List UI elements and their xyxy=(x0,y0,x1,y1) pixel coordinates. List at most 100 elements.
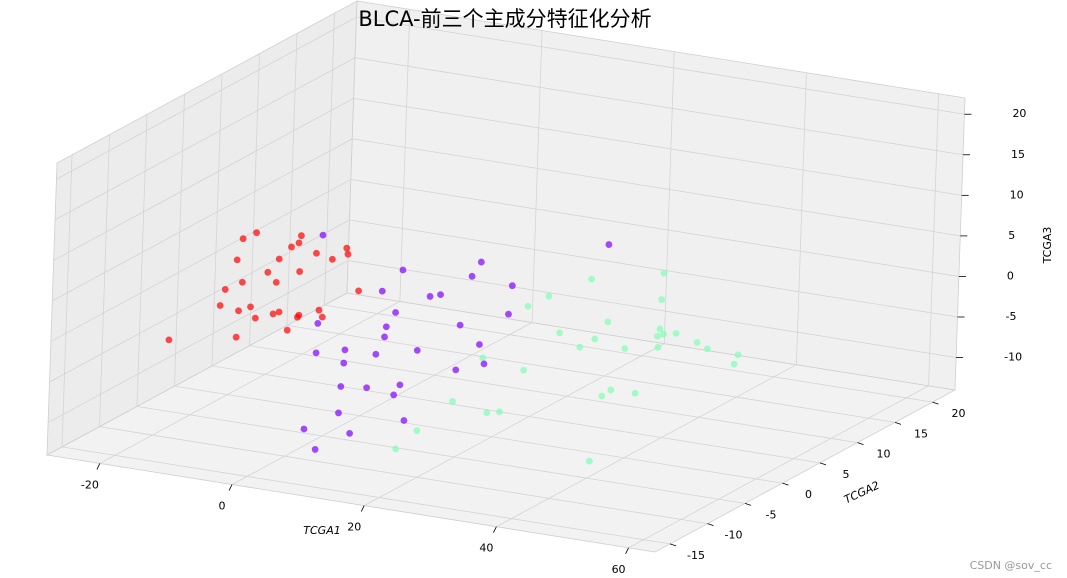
point xyxy=(269,310,277,318)
x-axis-label: TCGA1 xyxy=(303,524,340,537)
point xyxy=(311,446,319,453)
grid-line xyxy=(47,260,349,423)
point xyxy=(576,343,584,351)
point xyxy=(505,310,512,318)
point xyxy=(283,326,291,334)
point xyxy=(372,350,380,358)
point xyxy=(300,425,308,433)
y-tick-label: 10 xyxy=(877,448,891,461)
grid-line xyxy=(211,365,821,464)
point xyxy=(239,235,247,243)
point xyxy=(346,429,354,437)
grid-line xyxy=(174,385,783,484)
grid-line xyxy=(136,114,148,407)
grid-line xyxy=(399,9,411,302)
point xyxy=(605,241,613,248)
x-tick-label: 20 xyxy=(347,521,361,534)
grid-line xyxy=(54,57,356,221)
grid-line xyxy=(61,154,73,447)
point xyxy=(312,349,320,357)
point xyxy=(235,307,242,315)
chart-title: BLCA-前三个主成分特征化分析 xyxy=(358,7,651,31)
point xyxy=(730,360,738,368)
point xyxy=(363,384,371,392)
point xyxy=(165,336,173,344)
point xyxy=(693,339,701,346)
point xyxy=(319,231,327,239)
point xyxy=(426,293,434,300)
point xyxy=(341,346,349,354)
point xyxy=(221,286,229,293)
z-tick-label: 15 xyxy=(1011,148,1025,161)
point xyxy=(621,345,629,352)
point xyxy=(344,250,352,258)
point xyxy=(660,330,667,338)
grid-line xyxy=(349,219,958,318)
grid-line xyxy=(364,343,665,506)
point xyxy=(272,278,280,286)
grid-line xyxy=(286,325,896,423)
y-tick-label: -5 xyxy=(766,508,777,521)
grid-line xyxy=(350,179,959,277)
z-tick-label: 0 xyxy=(1007,269,1014,282)
grid-line xyxy=(324,304,933,403)
point xyxy=(253,229,261,237)
x-tick xyxy=(625,547,629,554)
point xyxy=(399,266,407,274)
point xyxy=(656,325,664,333)
point xyxy=(660,269,668,277)
grid-line xyxy=(211,73,223,366)
point xyxy=(703,345,711,353)
point xyxy=(232,333,240,341)
point xyxy=(315,306,323,314)
grid-line xyxy=(249,53,260,346)
y-tick-label: 0 xyxy=(805,488,812,501)
x-tick-label: 0 xyxy=(219,500,226,513)
grid-line xyxy=(136,406,746,504)
point xyxy=(392,445,400,453)
grid-line xyxy=(353,97,962,196)
point xyxy=(413,346,421,354)
grid-line xyxy=(356,16,965,115)
point xyxy=(477,258,485,266)
panes xyxy=(45,0,966,553)
point xyxy=(585,457,593,465)
point xyxy=(296,268,304,275)
x-tick-label: -20 xyxy=(81,478,99,491)
grid-line xyxy=(249,345,858,444)
x-tick xyxy=(493,526,497,533)
z-tick-label: -10 xyxy=(1004,351,1022,364)
point xyxy=(672,329,680,337)
grid-line xyxy=(50,179,352,342)
point xyxy=(607,386,615,394)
y-tick-label: 20 xyxy=(952,407,966,420)
y-tick xyxy=(819,462,827,466)
point xyxy=(275,308,283,316)
y-tick-label: 5 xyxy=(843,468,850,481)
y-tick xyxy=(669,543,677,547)
point xyxy=(392,309,399,316)
grid-line xyxy=(663,51,675,344)
x-tick xyxy=(228,484,233,491)
grid-line xyxy=(49,219,350,383)
grid-line xyxy=(628,385,929,549)
point xyxy=(313,249,320,257)
point xyxy=(413,427,421,435)
grid-line xyxy=(795,72,807,365)
point xyxy=(337,383,345,390)
point xyxy=(476,341,483,348)
point xyxy=(318,313,326,321)
point xyxy=(298,232,305,240)
grid-line xyxy=(52,138,353,302)
point xyxy=(631,389,639,397)
grid-line xyxy=(354,57,964,156)
y-tick xyxy=(707,523,714,527)
z-axis-label: TCGA3 xyxy=(1041,227,1054,265)
point xyxy=(390,391,398,399)
point xyxy=(449,398,456,405)
point xyxy=(381,333,388,341)
point xyxy=(293,313,301,321)
grid-line xyxy=(99,301,401,464)
point xyxy=(288,243,295,251)
y-tick xyxy=(857,442,864,446)
